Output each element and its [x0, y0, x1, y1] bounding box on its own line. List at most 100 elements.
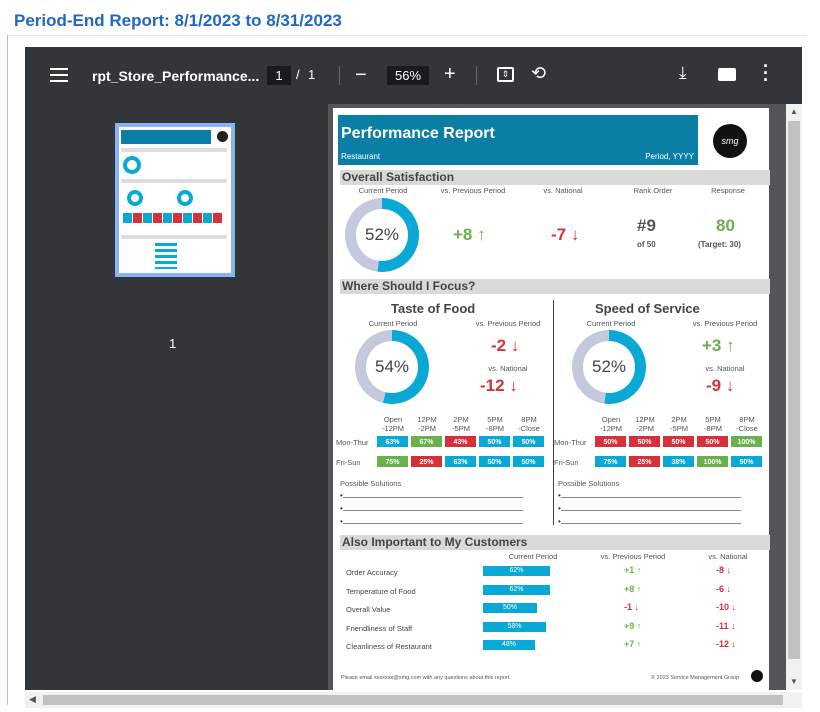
also-item-prev: +7 ↑ — [624, 639, 642, 649]
also-item-nat: -6 ↓ — [716, 583, 732, 594]
page-thumbnail[interactable] — [115, 123, 235, 277]
vertical-scroll-thumb[interactable] — [788, 121, 800, 659]
section-focus: Where Should I Focus? — [340, 279, 770, 294]
toolbar-divider — [476, 66, 477, 85]
zoom-out-icon[interactable]: − — [355, 64, 367, 86]
section-overall: Overall Satisfaction — [340, 170, 770, 185]
taste-current-label: Current Period — [368, 319, 418, 328]
time-col-label: Open -12PM — [599, 415, 623, 433]
scroll-up-icon[interactable]: ▲ — [790, 107, 798, 116]
more-options-icon[interactable]: · · · — [763, 56, 769, 90]
daypart-cell: 50% — [512, 455, 545, 468]
daypart-cell: 25% — [628, 455, 661, 468]
row-label: Mon-Thur — [554, 438, 587, 447]
daypart-cell: 50% — [730, 455, 763, 468]
label-rank-order: Rank Order — [633, 186, 673, 195]
viewer-toolbar: rpt_Store_Performance... 1 / 1 − 56% + ⇕… — [25, 47, 802, 104]
zoom-input[interactable]: 56% — [387, 66, 429, 85]
time-col-label: 12PM -2PM — [417, 415, 437, 433]
report-title: Performance Report — [341, 125, 495, 142]
thumbnail-sidebar: 1 — [25, 104, 328, 690]
download-icon[interactable]: ⤓ — [679, 63, 687, 82]
speed-prev: +3 ↑ — [702, 336, 735, 355]
daypart-cell: 100% — [696, 455, 729, 468]
rotate-icon[interactable]: ⟲ — [531, 63, 547, 83]
scroll-down-icon[interactable]: ▼ — [790, 677, 798, 686]
daypart-cell: 63% — [376, 435, 409, 448]
daypart-cell: 75% — [594, 455, 627, 468]
label-response: Response — [711, 186, 745, 195]
report-subtitle-left: Restaurant — [341, 152, 381, 161]
overall-response: 80 — [716, 216, 735, 235]
section-also-important: Also Important to My Customers — [340, 535, 770, 550]
fit-page-icon[interactable]: ⇕ — [497, 67, 514, 82]
time-col-label: 5PM -8PM — [704, 415, 722, 433]
daypart-cell: 50% — [478, 435, 511, 448]
overall-target: (Target: 30) — [698, 240, 741, 249]
overall-rank-of: of 50 — [637, 240, 656, 249]
taste-donut: 54% — [355, 330, 429, 404]
daypart-cell: 50% — [478, 455, 511, 468]
taste-donut-value: 54% — [366, 341, 418, 393]
speed-current-label: Current Period — [586, 319, 636, 328]
also-header-prev: vs. Previous Period — [600, 552, 666, 561]
page-total: 1 — [308, 67, 316, 82]
also-item-bar: 62% — [483, 584, 550, 595]
vertical-scrollbar[interactable]: ▲ ▼ — [786, 104, 802, 690]
daypart-cell: 25% — [410, 455, 443, 468]
also-item-nat: -12 ↓ — [716, 639, 737, 649]
daypart-cell: 50% — [696, 435, 729, 448]
daypart-cell: 43% — [444, 435, 477, 448]
taste-nat: -12 ↓ — [480, 376, 518, 395]
daypart-cell: 38% — [662, 455, 695, 468]
also-item-label: Overall Value — [346, 605, 391, 614]
also-item-bar: 58% — [483, 621, 546, 632]
also-item-prev: +1 ↑ — [624, 565, 642, 575]
label-vs-national: vs. National — [543, 186, 583, 195]
also-item-prev: +8 ↑ — [624, 583, 642, 594]
daypart-cell: 50% — [628, 435, 661, 448]
row-label: Mon-Thur — [336, 438, 369, 447]
overall-donut-value: 52% — [356, 209, 408, 261]
daypart-cell: 50% — [512, 435, 545, 448]
pdf-viewer: rpt_Store_Performance... 1 / 1 − 56% + ⇕… — [25, 47, 802, 690]
scroll-left-icon[interactable]: ◀ — [29, 694, 36, 704]
taste-prev: -2 ↓ — [491, 336, 520, 355]
daypart-cell: 75% — [376, 455, 409, 468]
daypart-cell: 63% — [444, 455, 477, 468]
row-label: Fri-Sun — [554, 458, 579, 467]
speed-solution-lines: • • • — [558, 489, 748, 528]
page-input[interactable]: 1 — [267, 66, 291, 85]
also-header-current: Current Period — [508, 552, 558, 561]
print-icon[interactable] — [718, 68, 736, 81]
toolbar-divider — [339, 66, 340, 85]
horizontal-scrollbar[interactable]: ◀ — [25, 692, 802, 708]
speed-nat: -9 ↓ — [706, 376, 735, 395]
also-item-label: Order Accuracy — [346, 568, 398, 577]
label-vs-previous: vs. Previous Period — [440, 186, 506, 195]
report-page: Performance Report Restaurant Period, YY… — [333, 108, 770, 690]
speed-solutions-label: Possible Solutions — [558, 479, 620, 488]
taste-nat-label: vs. National — [488, 364, 528, 373]
footer-right: © 2023 Service Management Group — [651, 675, 740, 681]
also-item-nat: -10 ↓ — [716, 602, 737, 612]
report-subtitle-right: Period, YYYY — [645, 152, 694, 161]
horizontal-scroll-thumb[interactable] — [43, 695, 783, 705]
also-item-prev: -1 ↓ — [624, 602, 640, 612]
daypart-cell: 50% — [594, 435, 627, 448]
taste-prev-label: vs. Previous Period — [475, 319, 541, 328]
zoom-in-icon[interactable]: + — [444, 63, 456, 85]
overall-rank: #9 — [637, 216, 656, 235]
also-header-nat: vs. National — [708, 552, 748, 561]
menu-icon[interactable] — [50, 68, 68, 82]
time-col-label: 12PM -2PM — [635, 415, 655, 433]
also-item-label: Temperature of Food — [346, 586, 416, 596]
page-separator: / — [296, 67, 300, 82]
also-item-bar: 48% — [483, 640, 535, 650]
focus-divider — [553, 300, 554, 525]
overall-donut: 52% — [345, 198, 419, 272]
speed-nat-label: vs. National — [705, 364, 745, 373]
time-col-label: 5PM -8PM — [486, 415, 504, 433]
also-item-bar: 62% — [483, 566, 550, 576]
taste-solutions-label: Possible Solutions — [340, 479, 402, 488]
